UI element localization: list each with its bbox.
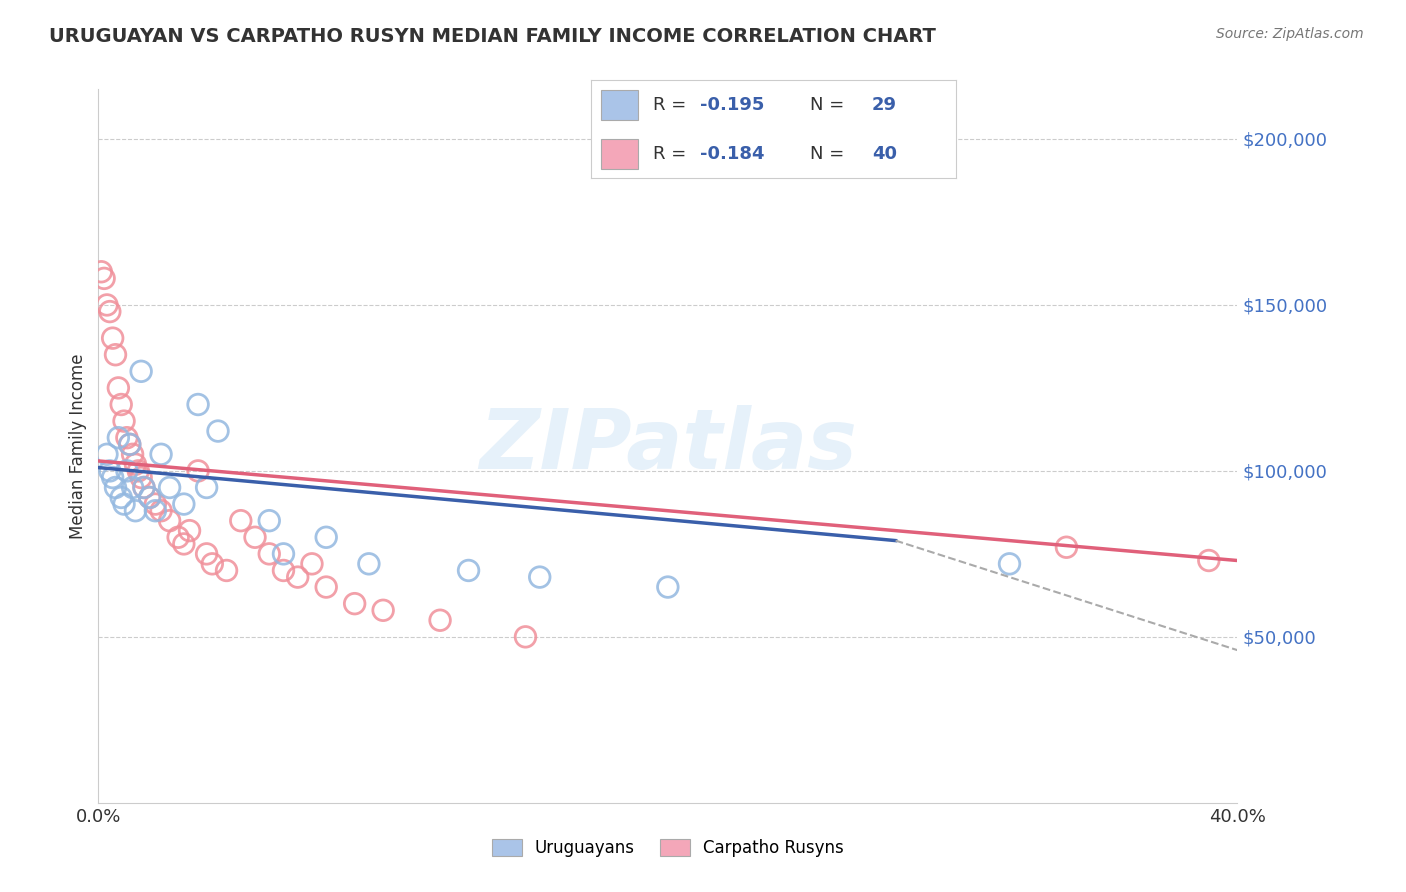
Point [115, 464, 138, 478]
Point [287, 570, 309, 584]
Point [138, 491, 160, 505]
Point [118, 437, 141, 451]
Point [112, 497, 135, 511]
Point [159, 514, 181, 528]
Point [357, 557, 380, 571]
Y-axis label: Median Family Income: Median Family Income [69, 353, 87, 539]
Point [159, 481, 181, 495]
Point [110, 397, 132, 411]
Text: URUGUAYAN VS CARPATHO RUSYN MEDIAN FAMILY INCOME CORRELATION CHART: URUGUAYAN VS CARPATHO RUSYN MEDIAN FAMIL… [49, 27, 936, 45]
Point [429, 613, 451, 627]
Text: -0.184: -0.184 [700, 145, 765, 163]
Text: N =: N = [810, 145, 849, 163]
Text: ZIPatlas: ZIPatlas [479, 406, 856, 486]
Point [104, 348, 127, 362]
Point [167, 530, 190, 544]
Point [195, 547, 218, 561]
Point [96, 298, 118, 312]
Point [187, 397, 209, 411]
Point [173, 537, 195, 551]
Legend: Uruguayans, Carpatho Rusyns: Uruguayans, Carpatho Rusyns [484, 831, 852, 866]
FancyBboxPatch shape [602, 90, 638, 120]
Point [93, 271, 115, 285]
Point [115, 431, 138, 445]
Point [118, 437, 141, 451]
Point [110, 491, 132, 505]
Point [259, 547, 281, 561]
Point [315, 580, 337, 594]
Point [104, 481, 127, 495]
Point [121, 447, 143, 461]
Text: 40: 40 [872, 145, 897, 163]
Point [273, 564, 295, 578]
Point [201, 557, 224, 571]
Point [229, 514, 252, 528]
Text: -0.195: -0.195 [700, 95, 765, 114]
Point [195, 481, 218, 495]
Point [998, 557, 1021, 571]
Point [187, 464, 209, 478]
Text: Source: ZipAtlas.com: Source: ZipAtlas.com [1216, 27, 1364, 41]
Point [98, 304, 121, 318]
Text: N =: N = [810, 95, 849, 114]
Point [121, 481, 143, 495]
Text: 29: 29 [872, 95, 897, 114]
Point [127, 464, 149, 478]
Point [124, 457, 146, 471]
Point [90, 265, 112, 279]
Point [107, 381, 129, 395]
Point [207, 424, 229, 438]
Point [124, 504, 146, 518]
Point [98, 464, 121, 478]
Point [273, 547, 295, 561]
Point [107, 431, 129, 445]
Point [138, 491, 160, 505]
Text: R =: R = [652, 145, 692, 163]
Point [179, 524, 201, 538]
Point [215, 564, 238, 578]
Point [101, 470, 124, 484]
Point [112, 414, 135, 428]
Point [457, 564, 479, 578]
Point [101, 331, 124, 345]
Point [129, 470, 152, 484]
Point [301, 557, 323, 571]
Point [150, 504, 173, 518]
Point [132, 481, 155, 495]
Point [1056, 540, 1078, 554]
Point [373, 603, 395, 617]
Point [145, 504, 167, 518]
Point [96, 447, 118, 461]
Point [150, 447, 173, 461]
Point [145, 497, 167, 511]
Point [1198, 553, 1220, 567]
Point [259, 514, 281, 528]
FancyBboxPatch shape [602, 139, 638, 169]
Text: R =: R = [652, 95, 692, 114]
Point [529, 570, 551, 584]
Point [243, 530, 266, 544]
Point [132, 481, 155, 495]
Point [657, 580, 679, 594]
Point [173, 497, 195, 511]
Point [343, 597, 366, 611]
Point [129, 364, 152, 378]
Point [515, 630, 537, 644]
Point [315, 530, 337, 544]
